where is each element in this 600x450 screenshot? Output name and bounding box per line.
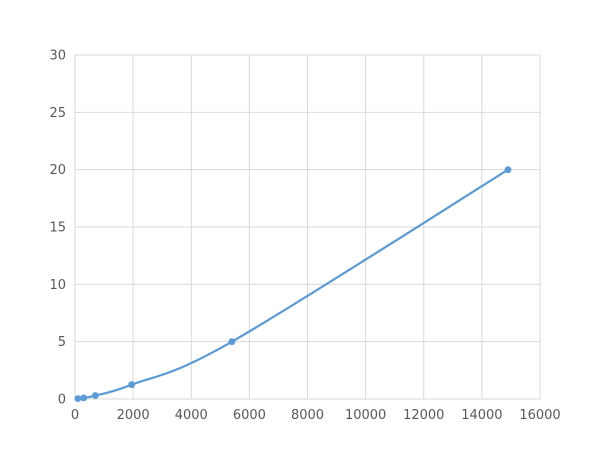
y-tick-label: 15 (49, 221, 66, 236)
data-point-marker (80, 394, 88, 402)
data-point-marker (128, 381, 136, 389)
x-tick-label: 14000 (461, 408, 502, 423)
y-tick-label: 30 (49, 49, 66, 64)
data-point-marker (74, 395, 82, 403)
x-tick-label: 8000 (291, 408, 324, 423)
data-point-marker (228, 338, 236, 346)
x-tick-label: 16000 (519, 408, 560, 423)
plot-frame (74, 54, 541, 400)
y-tick-label: 10 (49, 278, 66, 293)
y-tick-label: 0 (58, 393, 66, 408)
x-tick-label: 4000 (175, 408, 208, 423)
x-tick-label: 2000 (117, 408, 150, 423)
x-tick-label: 0 (71, 408, 79, 423)
y-tick-label: 20 (49, 163, 66, 178)
y-tick-label: 25 (49, 106, 66, 121)
x-tick-label: 10000 (345, 408, 386, 423)
data-point-marker (91, 392, 99, 399)
x-tick-label: 6000 (233, 408, 266, 423)
x-tick-label: 12000 (403, 408, 444, 423)
y-tick-label: 5 (58, 335, 66, 350)
data-point-marker (504, 166, 512, 174)
